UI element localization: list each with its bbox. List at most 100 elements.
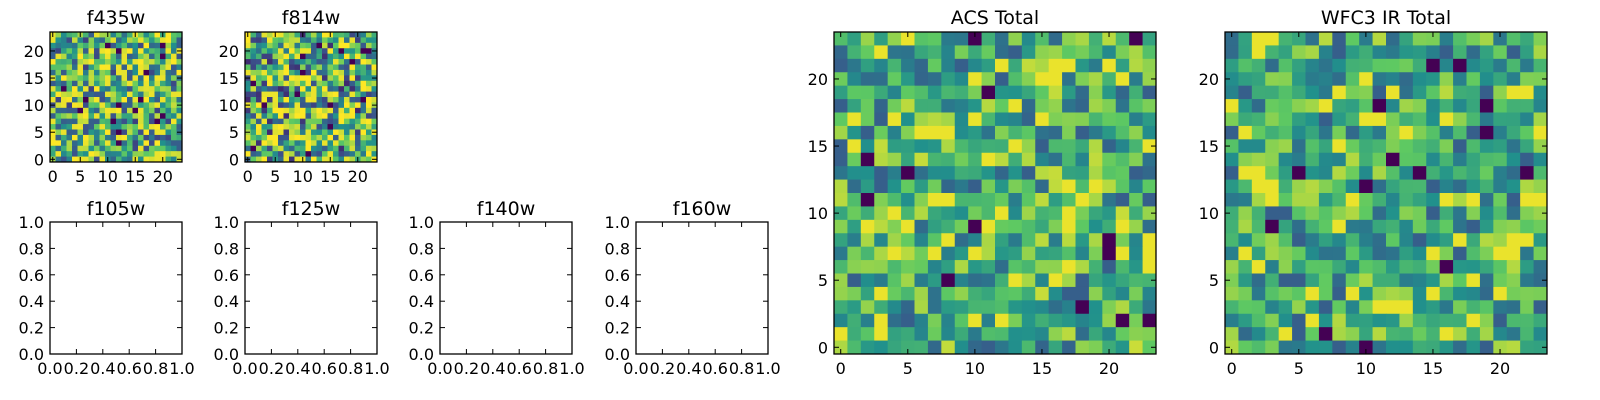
heatmap-cell	[132, 53, 139, 60]
heatmap-cell	[116, 80, 122, 87]
heatmap-cell	[1251, 246, 1266, 261]
heatmap-cell	[55, 91, 62, 98]
heatmap-cell	[72, 97, 78, 103]
heatmap-cell	[901, 260, 915, 274]
heatmap-cell	[154, 118, 161, 125]
heatmap-cell	[94, 107, 100, 114]
x-tick-label: 0.4	[90, 359, 115, 378]
heatmap-cell	[954, 45, 969, 60]
heatmap-cell	[1506, 313, 1521, 328]
heatmap-cell	[1251, 260, 1266, 274]
heatmap-cell	[250, 75, 257, 82]
heatmap-cell	[1265, 206, 1280, 221]
y-tick-label: 0.0	[214, 345, 239, 364]
heatmap-cell	[371, 86, 378, 92]
heatmap-cell	[344, 129, 350, 136]
heatmap-cell	[1062, 300, 1076, 315]
x-tick-label: 5	[75, 167, 85, 186]
heatmap-cell	[322, 69, 328, 76]
heatmap-cell	[360, 32, 367, 38]
heatmap-cell	[143, 80, 150, 87]
heatmap-cell	[1048, 125, 1063, 140]
heatmap-cell	[1399, 152, 1414, 167]
heatmap-cell	[305, 32, 312, 38]
heatmap-cell	[1265, 139, 1280, 154]
heatmap-cell	[1021, 300, 1036, 315]
heatmap-cell	[278, 64, 284, 71]
heatmap-cell	[267, 42, 273, 49]
heatmap-cell	[1088, 179, 1103, 194]
heatmap-cell	[981, 179, 996, 194]
heatmap-cell	[72, 113, 78, 120]
heatmap-cell	[305, 59, 312, 65]
heatmap-cell	[171, 59, 177, 65]
heatmap-cell	[1142, 32, 1157, 46]
heatmap-cell	[83, 129, 89, 136]
heatmap-cell	[327, 37, 334, 44]
heatmap-cell	[283, 102, 290, 109]
heatmap-cell	[371, 32, 378, 38]
heatmap-cell	[914, 72, 929, 87]
heatmap-cell	[1453, 179, 1467, 194]
heatmap-cell	[1520, 139, 1534, 154]
heatmap-cell	[66, 37, 73, 44]
heatmap-cell	[1426, 327, 1441, 341]
heatmap-cell	[954, 139, 969, 154]
heatmap-cell	[171, 156, 177, 163]
heatmap-cell	[834, 72, 848, 87]
heatmap-cell	[1225, 219, 1239, 234]
heatmap-cell	[968, 125, 982, 140]
heatmap-cell	[1533, 32, 1548, 46]
panel-f140w: f140w 0.0 0.2 0.4 0.6 0.8 1.00.00.20.40.60.81…	[409, 198, 585, 378]
heatmap-cell	[1035, 286, 1050, 301]
heatmap-cell	[1062, 246, 1076, 261]
heatmap-cell	[149, 151, 155, 157]
heatmap-cell	[1075, 72, 1090, 87]
heatmap-cell	[954, 246, 969, 261]
heatmap-cell	[88, 140, 95, 147]
heatmap-cell	[283, 134, 290, 141]
axes-frame	[635, 221, 769, 355]
heatmap-cell	[1439, 246, 1454, 261]
heatmap-cell	[1426, 72, 1441, 87]
heatmap-cell	[1265, 193, 1280, 207]
heatmap-cell	[250, 145, 257, 152]
heatmap-cell	[316, 64, 323, 71]
heatmap-cell	[1292, 340, 1306, 355]
heatmap-cell	[1493, 286, 1508, 301]
heatmap-cell	[121, 134, 128, 141]
heatmap-cell	[149, 140, 155, 147]
heatmap-cell	[1493, 193, 1508, 207]
heatmap-cell	[327, 129, 334, 136]
heatmap-cell	[289, 48, 295, 55]
heatmap-cell	[1399, 219, 1414, 234]
heatmap-cell	[366, 140, 372, 147]
heatmap-cell	[154, 113, 161, 120]
heatmap-cell	[1318, 112, 1333, 127]
heatmap-cell	[105, 129, 111, 136]
heatmap-cell	[316, 32, 323, 38]
heatmap-cell	[165, 37, 172, 44]
heatmap-cell	[294, 86, 301, 92]
heatmap-cell	[121, 75, 128, 82]
heatmap-cell	[1479, 219, 1494, 234]
heatmap-cell	[55, 75, 62, 82]
heatmap-cell	[294, 118, 301, 125]
heatmap-cell	[981, 327, 996, 341]
heatmap-cell	[355, 107, 361, 114]
heatmap-cell	[1453, 340, 1467, 355]
heatmap-cell	[316, 107, 323, 114]
heatmap-cell	[914, 273, 929, 288]
heatmap-cell	[127, 134, 133, 141]
heatmap-cell	[1008, 125, 1023, 140]
heatmap-cell	[1479, 85, 1494, 100]
heatmap-cell	[901, 58, 915, 73]
heatmap-cell	[256, 145, 262, 152]
heatmap-cell	[99, 80, 106, 87]
heatmap-cell	[105, 64, 111, 71]
heatmap-cell	[165, 53, 172, 60]
heatmap-cell	[1345, 85, 1360, 100]
heatmap-cell	[1426, 152, 1441, 167]
x-tick-label: 0	[836, 359, 846, 378]
